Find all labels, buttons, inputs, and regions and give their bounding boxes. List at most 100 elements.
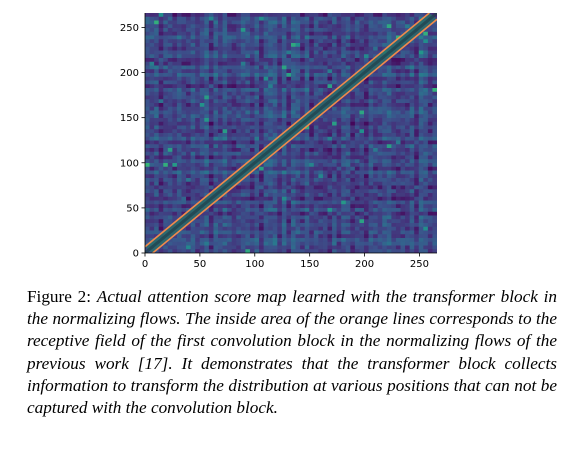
heatmap-cell: [154, 212, 159, 216]
heatmap-cell: [286, 144, 291, 148]
heatmap-cell: [378, 242, 383, 246]
heatmap-cell: [341, 118, 346, 122]
heatmap-cell: [241, 219, 246, 223]
heatmap-cell: [273, 242, 278, 246]
heatmap-cell: [264, 197, 269, 201]
heatmap-cell: [309, 178, 314, 182]
heatmap-cell: [186, 152, 191, 156]
heatmap-cell: [341, 231, 346, 235]
heatmap-cell: [200, 219, 205, 223]
heatmap-cell: [291, 107, 296, 111]
heatmap-cell: [255, 208, 260, 212]
heatmap-cell: [387, 238, 392, 242]
heatmap-cell: [296, 47, 301, 51]
heatmap-cell: [419, 219, 424, 223]
heatmap-cell: [346, 234, 351, 238]
heatmap-cell: [223, 223, 228, 227]
heatmap-cell: [432, 186, 437, 190]
heatmap-cell: [282, 58, 287, 62]
heatmap-cell: [396, 118, 401, 122]
heatmap-cell: [282, 62, 287, 66]
heatmap-cell: [250, 129, 255, 133]
heatmap-cell: [168, 122, 173, 126]
heatmap-cell: [309, 58, 314, 62]
heatmap-cell: [350, 69, 355, 73]
heatmap-cell: [414, 39, 419, 43]
heatmap-cell: [227, 197, 232, 201]
heatmap-cell: [396, 73, 401, 77]
heatmap-cell: [236, 219, 241, 223]
heatmap-cell: [423, 47, 428, 51]
heatmap-cell: [410, 43, 415, 47]
heatmap-cell: [223, 231, 228, 235]
heatmap-cell: [341, 62, 346, 66]
heatmap-cell: [213, 47, 218, 51]
heatmap-cell: [382, 197, 387, 201]
heatmap-cell: [373, 114, 378, 118]
heatmap-cell: [255, 126, 260, 130]
heatmap-cell: [414, 96, 419, 100]
heatmap-cell: [150, 62, 155, 66]
heatmap-cell: [250, 189, 255, 193]
heatmap-cell: [286, 212, 291, 216]
heatmap-cell: [382, 156, 387, 160]
heatmap-cell: [428, 51, 433, 55]
heatmap-cell: [346, 137, 351, 141]
heatmap-cell: [291, 88, 296, 92]
heatmap-cell: [401, 212, 406, 216]
heatmap-cell: [387, 62, 392, 66]
heatmap-cell: [268, 174, 273, 178]
heatmap-cell: [182, 114, 187, 118]
heatmap-cell: [378, 234, 383, 238]
heatmap-cell: [286, 204, 291, 208]
heatmap-cell: [414, 178, 419, 182]
heatmap-cell: [286, 118, 291, 122]
heatmap-cell: [291, 21, 296, 25]
heatmap-cell: [172, 208, 177, 212]
heatmap-cell: [209, 223, 214, 227]
heatmap-cell: [328, 234, 333, 238]
heatmap-cell: [323, 186, 328, 190]
heatmap-cell: [291, 201, 296, 205]
heatmap-cell: [423, 219, 428, 223]
heatmap-cell: [291, 114, 296, 118]
heatmap-cell: [414, 219, 419, 223]
heatmap-cell: [177, 62, 182, 66]
heatmap-cell: [350, 219, 355, 223]
heatmap-cell: [163, 129, 168, 133]
heatmap-cell: [218, 96, 223, 100]
heatmap-cell: [273, 197, 278, 201]
heatmap-cell: [218, 174, 223, 178]
heatmap-cell: [387, 99, 392, 103]
heatmap-cell: [428, 88, 433, 92]
heatmap-cell: [309, 238, 314, 242]
heatmap-cell: [273, 69, 278, 73]
heatmap-cell: [255, 96, 260, 100]
heatmap-cell: [273, 204, 278, 208]
heatmap-cell: [410, 227, 415, 231]
heatmap-cell: [241, 186, 246, 190]
heatmap-cell: [387, 129, 392, 133]
heatmap-cell: [227, 54, 232, 58]
heatmap-cell: [373, 39, 378, 43]
heatmap-cell: [291, 62, 296, 66]
heatmap-cell: [391, 178, 396, 182]
heatmap-cell: [191, 32, 196, 36]
heatmap-cell: [204, 133, 209, 137]
heatmap-cell: [373, 171, 378, 175]
heatmap-cell: [373, 81, 378, 85]
heatmap-cell: [236, 28, 241, 32]
heatmap-cell: [195, 69, 200, 73]
heatmap-cell: [286, 43, 291, 47]
heatmap-cell: [213, 152, 218, 156]
heatmap-cell: [264, 238, 269, 242]
heatmap-cell: [227, 96, 232, 100]
heatmap-cell: [387, 21, 392, 25]
heatmap-cell: [296, 163, 301, 167]
heatmap-cell: [150, 219, 155, 223]
heatmap-cell: [204, 182, 209, 186]
heatmap-cell: [264, 47, 269, 51]
heatmap-cell: [250, 81, 255, 85]
heatmap-cell: [428, 81, 433, 85]
heatmap-cell: [391, 122, 396, 126]
